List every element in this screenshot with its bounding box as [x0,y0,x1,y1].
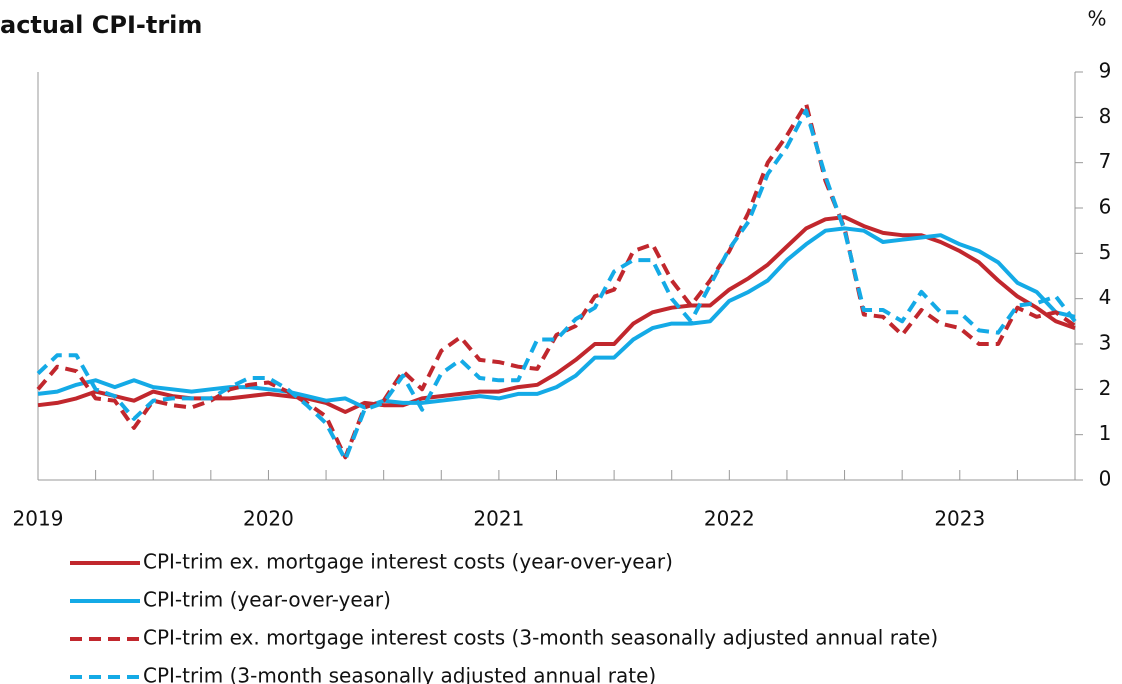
chart-title: actual CPI-trim [0,11,202,39]
x-tick-label: 2021 [473,507,524,531]
x-tick-label: 2019 [13,507,64,531]
series-line [36,108,1077,462]
y-unit: % [1087,7,1106,31]
series-line [37,226,1076,410]
y-tick-label: 9 [1099,59,1112,83]
legend-label: CPI-trim ex. mortgage interest costs (3-… [143,626,938,650]
x-tick-label: 2023 [934,507,985,531]
x-tick-label: 2020 [243,507,294,531]
y-tick-label: 3 [1099,331,1112,355]
y-tick-label: 6 [1099,195,1112,219]
series-line [36,101,1077,460]
y-tick-label: 5 [1099,240,1112,264]
legend-label: CPI-trim (3-month seasonally adjusted an… [143,664,656,684]
y-tick-label: 1 [1099,421,1112,445]
legend-label: CPI-trim ex. mortgage interest costs (ye… [143,550,673,574]
y-tick-label: 2 [1099,376,1112,400]
y-tick-label: 7 [1099,149,1112,173]
x-tick-label: 2022 [704,507,755,531]
legend-label: CPI-trim (year-over-year) [143,588,391,612]
y-tick-label: 8 [1099,104,1112,128]
y-tick-label: 0 [1099,467,1112,491]
y-tick-label: 4 [1099,285,1112,309]
